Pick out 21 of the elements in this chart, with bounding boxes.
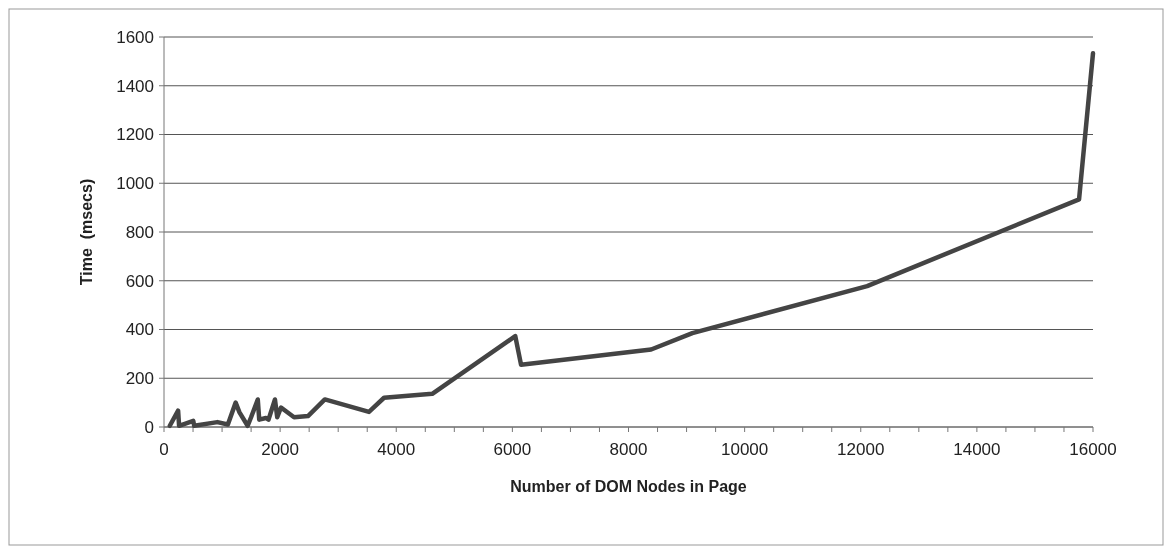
x-tick-label: 4000 [377, 440, 416, 459]
y-tick-label: 200 [125, 369, 154, 389]
y-tick-label: 400 [125, 320, 154, 340]
y-tick-label: 1000 [116, 174, 154, 194]
y-tick-label: 1600 [116, 27, 154, 47]
x-tick-label: 0 [159, 440, 169, 459]
x-tick-label: 8000 [609, 440, 648, 459]
line-series [167, 51, 1096, 429]
x-tick-label: 14000 [953, 440, 1001, 459]
x-tick-label: 2000 [261, 440, 300, 459]
y-tick-label: 600 [125, 271, 154, 291]
x-tick-label: 12000 [837, 440, 885, 459]
y-tick-label: 1400 [116, 76, 154, 96]
x-tick-label: 6000 [493, 440, 532, 459]
x-tick-label: 16000 [1069, 440, 1117, 459]
y-axis-title: Time (msecs) [78, 178, 95, 286]
x-axis-title: Number of DOM Nodes in Page [510, 478, 747, 495]
y-tick-label: 0 [144, 417, 154, 437]
y-tick-label: 1200 [116, 125, 154, 145]
x-tick-label: 10000 [720, 440, 769, 459]
y-tick-label: 800 [125, 222, 154, 242]
